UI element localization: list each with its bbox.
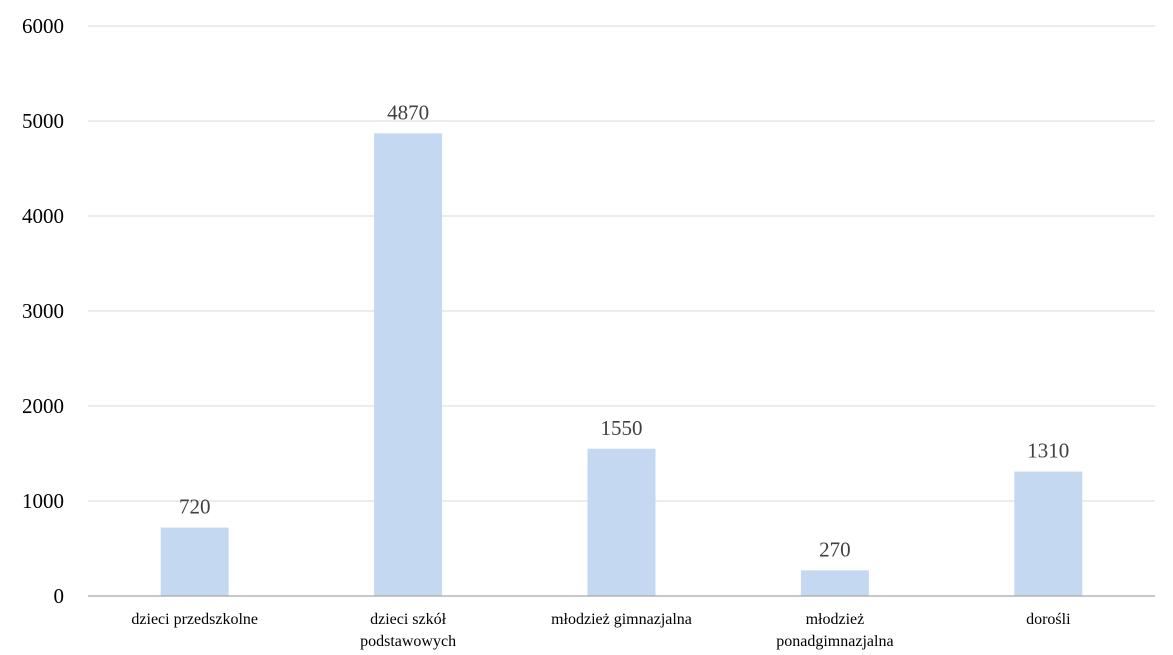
x-axis-ticks: dzieci przedszkolne dzieci szkół podstawow…	[131, 611, 1071, 650]
data-label: 1550	[601, 416, 643, 440]
y-tick-label: 0	[54, 584, 65, 608]
data-label: 720	[179, 495, 211, 519]
gridlines	[88, 25, 1155, 502]
x-tick-label: młodzież ponadgimnazjalna	[776, 611, 893, 650]
bar	[800, 570, 869, 596]
y-tick-label: 6000	[22, 14, 64, 38]
data-label: 1310	[1027, 439, 1069, 463]
x-tick-label: dzieci szkół podstawowych	[360, 611, 456, 650]
data-label: 270	[819, 537, 851, 561]
bar	[1014, 471, 1083, 596]
y-tick-label: 4000	[22, 204, 64, 228]
y-tick-label: 3000	[22, 299, 64, 323]
y-axis-ticks: 0 1000 2000 3000 4000 5000 6000	[22, 14, 64, 608]
y-tick-label: 1000	[22, 489, 64, 513]
data-labels: 720 4870 1550 270 1310	[179, 100, 1069, 561]
bar	[160, 527, 229, 596]
bar	[587, 448, 656, 596]
y-tick-label: 2000	[22, 394, 64, 418]
data-label: 4870	[387, 100, 429, 124]
x-tick-label: dzieci przedszkolne	[131, 611, 258, 628]
y-tick-label: 5000	[22, 109, 64, 133]
x-tick-label: dorośli	[1026, 611, 1071, 628]
bar	[374, 133, 443, 596]
bars	[160, 133, 1083, 596]
x-tick-label: młodzież gimnazjalna	[551, 611, 692, 628]
